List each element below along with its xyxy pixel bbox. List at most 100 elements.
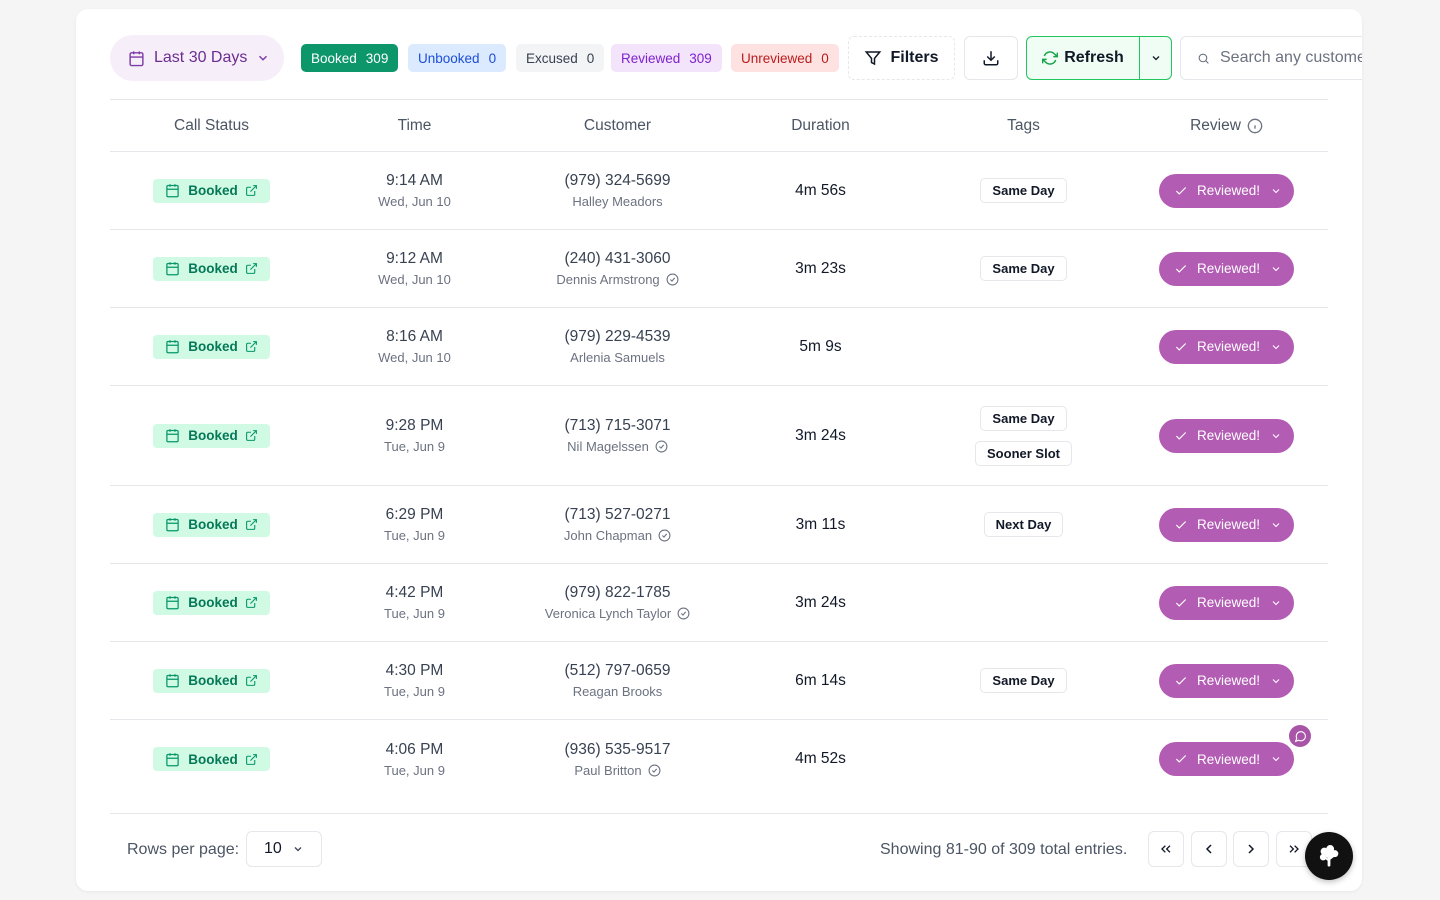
tag-badge: Same Day [980, 178, 1067, 203]
call-status-label: Booked [188, 428, 238, 443]
column-header-duration[interactable]: Duration [791, 116, 850, 134]
table-row: Booked 9:12 AM Wed, Jun 10 (240) 431-3060 De… [110, 230, 1328, 308]
column-header-tags[interactable]: Tags [1007, 116, 1040, 134]
filter-icon [865, 51, 882, 66]
column-header-time[interactable]: Time [397, 116, 432, 134]
chip-label: Unbooked [418, 50, 480, 66]
filter-chip-unbooked[interactable]: Unbooked 0 [408, 44, 507, 72]
rows-per-page-value: 10 [264, 840, 282, 857]
assistant-launcher-button[interactable] [1305, 832, 1353, 880]
chip-label: Reviewed [621, 50, 681, 66]
review-status-button[interactable]: Reviewed! [1159, 418, 1294, 453]
call-status-cell: Booked [110, 423, 313, 448]
rows-per-page-label: Rows per page: [127, 841, 240, 858]
refresh-group: Refresh [1026, 36, 1172, 80]
customer-phone[interactable]: (512) 797-0659 [564, 662, 671, 679]
time-cell: 9:12 AM Wed, Jun 10 [313, 250, 516, 287]
call-status-badge[interactable]: Booked [153, 256, 270, 281]
review-status-button[interactable]: Reviewed! [1159, 173, 1294, 208]
filters-button[interactable]: Filters [848, 36, 955, 80]
download-button[interactable] [964, 36, 1018, 80]
filter-chip-booked[interactable]: Booked 309 [301, 44, 399, 72]
review-status-button[interactable]: Reviewed! [1159, 663, 1294, 698]
call-status-badge[interactable]: Booked [153, 512, 270, 537]
calendar-icon [166, 518, 179, 532]
review-status-button[interactable]: Reviewed! [1159, 742, 1294, 776]
filter-chip-unreviewed[interactable]: Unreviewed 0 [731, 44, 839, 72]
tag-badge: Same Day [980, 668, 1067, 693]
search-input[interactable] [1220, 49, 1362, 67]
review-cell: Reviewed! [1125, 663, 1328, 698]
verified-check-icon [648, 764, 661, 776]
customer-phone[interactable]: (936) 535-9517 [564, 740, 671, 758]
review-status-label: Reviewed! [1197, 428, 1261, 443]
call-status-badge[interactable]: Booked [153, 423, 270, 448]
table-row: Booked 9:28 PM Tue, Jun 9 (713) 715-3071 Nil… [110, 386, 1328, 486]
customer-phone[interactable]: (713) 527-0271 [564, 506, 671, 523]
review-status-button[interactable]: Reviewed! [1159, 585, 1294, 620]
date-range-label: Last 30 Days [154, 49, 248, 66]
call-duration: 3m 24s [795, 426, 846, 444]
column-header-call-status[interactable]: Call Status [174, 116, 249, 134]
call-duration: 4m 56s [795, 181, 846, 199]
customer-name: Paul Britton [574, 762, 642, 778]
filter-chip-reviewed[interactable]: Reviewed 309 [611, 44, 722, 72]
customer-name-line: Arlenia Samuels [570, 350, 665, 365]
column-header-customer[interactable]: Customer [583, 116, 652, 134]
call-time: 9:12 AM [386, 250, 443, 267]
customer-phone[interactable]: (979) 822-1785 [564, 584, 671, 601]
filter-chip-excused[interactable]: Excused 0 [516, 44, 605, 72]
call-duration: 4m 52s [795, 750, 846, 767]
chevron-left-icon [1205, 844, 1212, 854]
date-range-picker[interactable]: Last 30 Days [110, 35, 284, 81]
duration-cell: 3m 24s [719, 594, 922, 612]
duration-cell: 4m 56s [719, 182, 922, 200]
first-page-button[interactable] [1148, 831, 1184, 867]
review-status-button[interactable]: Reviewed! [1159, 329, 1294, 364]
refresh-options-button[interactable] [1140, 37, 1171, 79]
customer-phone[interactable]: (240) 431-3060 [564, 250, 671, 267]
previous-page-button[interactable] [1191, 831, 1227, 867]
calendar-icon [166, 674, 179, 688]
review-cell: Reviewed! [1125, 418, 1328, 453]
refresh-button[interactable]: Refresh [1027, 37, 1140, 79]
check-icon [1175, 342, 1187, 351]
next-page-button[interactable] [1233, 831, 1269, 867]
calendar-icon [166, 262, 179, 276]
rows-per-page-select[interactable]: 10 [246, 831, 322, 867]
customer-phone[interactable]: (979) 324-5699 [564, 172, 671, 189]
time-cell: 9:28 PM Tue, Jun 9 [313, 417, 516, 454]
info-icon[interactable] [1247, 118, 1263, 134]
call-status-badge[interactable]: Booked [153, 747, 270, 771]
call-status-badge[interactable]: Booked [153, 178, 270, 203]
review-status-label: Reviewed! [1197, 339, 1261, 354]
review-cell: Reviewed! [1125, 742, 1328, 776]
verified-check-icon [658, 529, 671, 542]
review-status-label: Reviewed! [1197, 517, 1261, 532]
call-status-badge[interactable]: Booked [153, 668, 270, 693]
calls-table: Call Status Time Customer Duration Tags … [110, 99, 1328, 798]
duration-cell: 4m 52s [719, 750, 922, 768]
check-icon [1175, 186, 1187, 195]
chip-count: 309 [689, 50, 712, 66]
chevron-right-icon [1248, 844, 1255, 854]
comment-indicator[interactable] [1289, 725, 1311, 747]
call-date: Wed, Jun 10 [378, 194, 451, 209]
call-time: 9:28 PM [385, 417, 444, 434]
call-status-badge[interactable]: Booked [153, 590, 270, 615]
customer-cell: (512) 797-0659 Reagan Brooks [516, 662, 719, 699]
customer-phone[interactable]: (713) 715-3071 [564, 417, 671, 434]
check-icon [1175, 598, 1187, 607]
chevron-down-icon [1272, 344, 1280, 349]
review-status-button[interactable]: Reviewed! [1159, 251, 1294, 286]
customer-name: Reagan Brooks [572, 684, 663, 699]
call-status-badge[interactable]: Booked [153, 334, 270, 359]
review-status-button[interactable]: Reviewed! [1159, 507, 1294, 542]
table-row: Booked 8:16 AM Wed, Jun 10 (979) 229-4539 Ar… [110, 308, 1328, 386]
tag-badge: Sooner Slot [975, 440, 1072, 466]
customer-phone[interactable]: (979) 229-4539 [564, 328, 671, 345]
customer-name-line: John Chapman [564, 528, 671, 543]
duration-cell: 3m 11s [719, 516, 922, 534]
table-body: Booked 9:14 AM Wed, Jun 10 (979) 324-5699 Ha… [110, 152, 1328, 798]
chevron-down-icon [1272, 522, 1280, 527]
